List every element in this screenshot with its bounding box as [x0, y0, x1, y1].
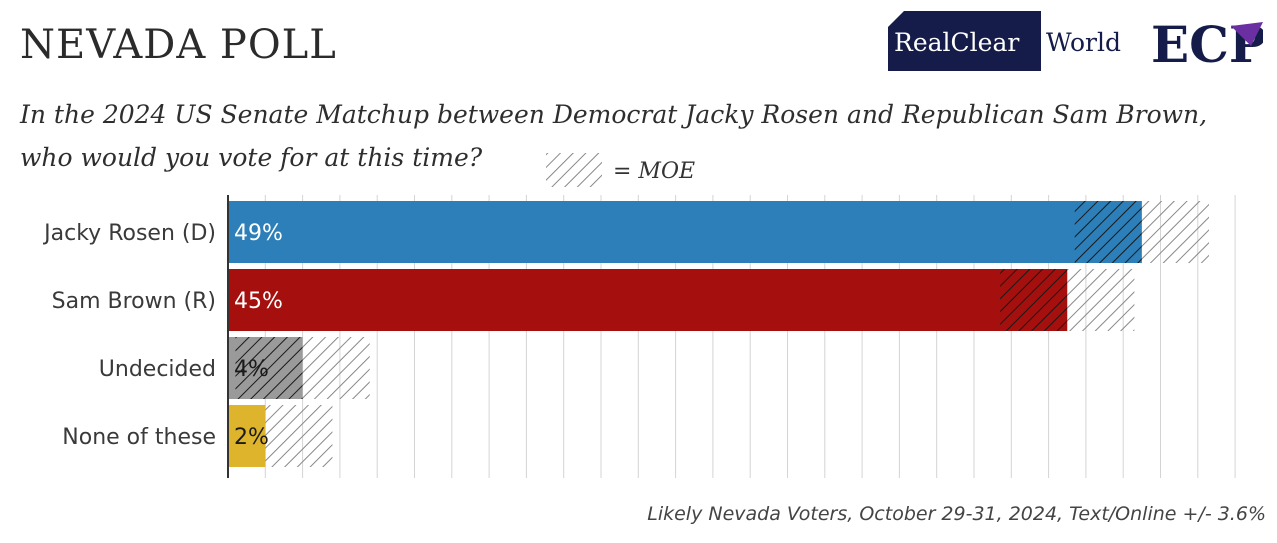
moe-band-outer-none: [265, 405, 333, 467]
category-label-undecided: Undecided: [99, 357, 216, 382]
value-label-brown: 45%: [234, 289, 283, 314]
moe-band-outer-rosen: [1141, 201, 1209, 263]
ecp-logo-accent: [1231, 22, 1263, 46]
moe-legend-label: = MOE: [613, 159, 695, 184]
realclearworld-logo: RealClear World: [888, 11, 1132, 71]
moe-band-inner-brown: [1000, 269, 1068, 331]
moe-legend: = MOE: [546, 153, 695, 187]
page-title: NEVADA POLL: [20, 22, 337, 68]
value-label-none: 2%: [234, 425, 269, 450]
value-label-undecided: 4%: [234, 357, 269, 382]
moe-band-outer-brown: [1067, 269, 1135, 331]
value-label-rosen: 49%: [234, 221, 283, 246]
moe-band-outer-undecided: [302, 337, 370, 399]
bars: 49% Jacky Rosen (D) 45% Sam Brown (R) 4% Unde…: [42, 201, 1209, 467]
bar-rosen: [228, 201, 1142, 263]
realclearworld-logo-notch: [888, 11, 904, 27]
footnote: Likely Nevada Voters, October 29-31, 202…: [647, 503, 1266, 525]
moe-band-inner-rosen: [1074, 201, 1142, 263]
category-label-rosen: Jacky Rosen (D): [42, 221, 216, 246]
realclearworld-logo-box: [888, 11, 1041, 71]
bar-none: [228, 405, 266, 467]
category-label-brown: Sam Brown (R): [52, 289, 216, 314]
moe-band-inner-undecided: [235, 337, 303, 399]
ecp-logo: ECP: [1151, 16, 1263, 68]
category-label-none: None of these: [62, 425, 216, 450]
realclearworld-logo-text-2: World: [1046, 28, 1121, 57]
realclearworld-logo-text-1: RealClear: [894, 28, 1020, 57]
poll-question: In the 2024 US Senate Matchup between De…: [20, 100, 1208, 172]
moe-legend-swatch: [546, 153, 602, 187]
bar-brown: [228, 269, 1068, 331]
